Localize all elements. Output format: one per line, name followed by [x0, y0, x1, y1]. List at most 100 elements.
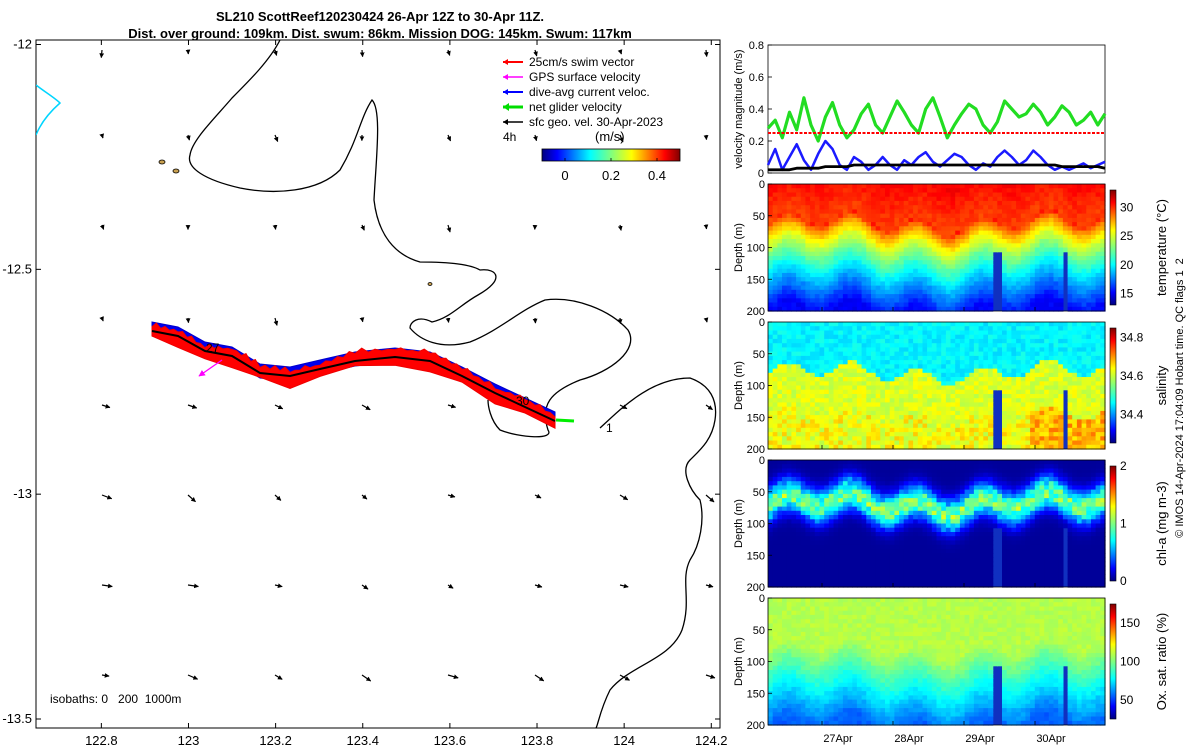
section-cell — [819, 557, 825, 563]
section-cell — [1006, 343, 1012, 348]
section-cell — [796, 532, 802, 537]
section-cell — [941, 389, 947, 395]
section-cell — [997, 230, 1003, 236]
section-cell — [1053, 322, 1059, 327]
section-cell — [819, 360, 825, 365]
section-cell — [861, 410, 867, 416]
section-cell — [786, 289, 792, 295]
section-cell — [796, 557, 802, 563]
section-cell — [969, 272, 975, 278]
section-cell — [1048, 268, 1055, 274]
section-cell — [936, 209, 942, 215]
section-cell — [824, 489, 830, 495]
section-cell — [955, 410, 961, 416]
section-cell — [945, 298, 952, 304]
section-cell — [800, 272, 807, 278]
section-cell — [894, 410, 900, 416]
section-cell — [1034, 415, 1041, 420]
section-cell — [782, 540, 788, 546]
section-cell — [1002, 226, 1008, 232]
section-cell — [782, 372, 788, 378]
section-cell — [838, 200, 844, 206]
section-cell — [819, 523, 825, 529]
section-cell — [768, 196, 774, 202]
section-cell — [1076, 351, 1083, 357]
section-cell — [810, 460, 816, 465]
section-cell — [922, 234, 928, 240]
section-cell — [875, 402, 881, 408]
section-cell — [1076, 343, 1083, 348]
section-cell — [894, 260, 900, 265]
section-cell — [1039, 406, 1045, 412]
section-cell — [1020, 423, 1027, 429]
section-cell — [1016, 389, 1022, 395]
section-cell — [768, 544, 774, 550]
section-cell — [1067, 192, 1073, 198]
section-cell — [945, 406, 952, 412]
section-cell — [796, 381, 802, 387]
section-cell — [791, 272, 797, 278]
section-cell — [950, 256, 956, 261]
section-cell — [1076, 294, 1083, 299]
section-cell — [917, 338, 924, 344]
section-cell — [931, 268, 938, 274]
section-cell — [805, 205, 811, 210]
section-cell — [1020, 289, 1027, 295]
section-cell — [796, 200, 802, 206]
section-cell — [768, 515, 774, 520]
section-cell — [945, 347, 952, 353]
section-cell — [1053, 243, 1059, 249]
section-cell — [1039, 256, 1045, 261]
section-cell — [768, 427, 774, 433]
section-cell — [936, 415, 942, 420]
section-cell — [828, 415, 835, 420]
section-cell — [852, 192, 858, 198]
section-cell — [833, 476, 839, 482]
section-cell — [927, 444, 933, 450]
section-cell — [786, 251, 792, 257]
section-cell — [814, 268, 821, 274]
section-cell — [1044, 260, 1050, 265]
velocity-ylabel: velocity magnitude (m/s) — [733, 49, 745, 168]
section-cell — [824, 472, 830, 478]
section-cell — [1039, 260, 1045, 265]
section-cell — [894, 272, 900, 278]
section-cell — [866, 256, 872, 261]
section-cell — [955, 239, 961, 244]
section-cell — [786, 423, 792, 429]
section-cell — [889, 251, 895, 257]
section-cell — [1076, 406, 1083, 412]
section-cell — [913, 285, 919, 291]
section-cell — [941, 436, 947, 442]
section-cell — [894, 251, 900, 257]
section-cell — [819, 485, 825, 491]
section-cell — [1072, 389, 1078, 395]
section-cell — [1034, 209, 1041, 215]
section-cell — [824, 565, 830, 571]
section-cell — [819, 402, 825, 408]
section-cell — [889, 326, 895, 331]
section-cell — [819, 294, 825, 299]
section-cell — [1076, 368, 1083, 374]
section-cell — [894, 289, 900, 295]
section-cell — [856, 294, 863, 299]
section-cell — [903, 251, 909, 257]
section-cell — [997, 226, 1003, 232]
section-cell — [828, 527, 835, 533]
section-cell — [894, 381, 900, 387]
section-cell — [922, 205, 928, 210]
section-cell — [1020, 239, 1027, 244]
section-cell — [1034, 213, 1041, 219]
section-cell — [861, 423, 867, 429]
section-cell — [969, 402, 975, 408]
section-cell — [922, 326, 928, 331]
section-cell — [777, 184, 783, 189]
section-cell — [772, 472, 778, 478]
section-cell — [1072, 294, 1078, 299]
geo-velocity-arrow — [187, 494, 196, 503]
section-cell — [1076, 243, 1083, 249]
section-cell — [922, 427, 928, 433]
section-cell — [772, 302, 778, 308]
section-cell — [927, 360, 933, 365]
section-cell — [852, 234, 858, 240]
